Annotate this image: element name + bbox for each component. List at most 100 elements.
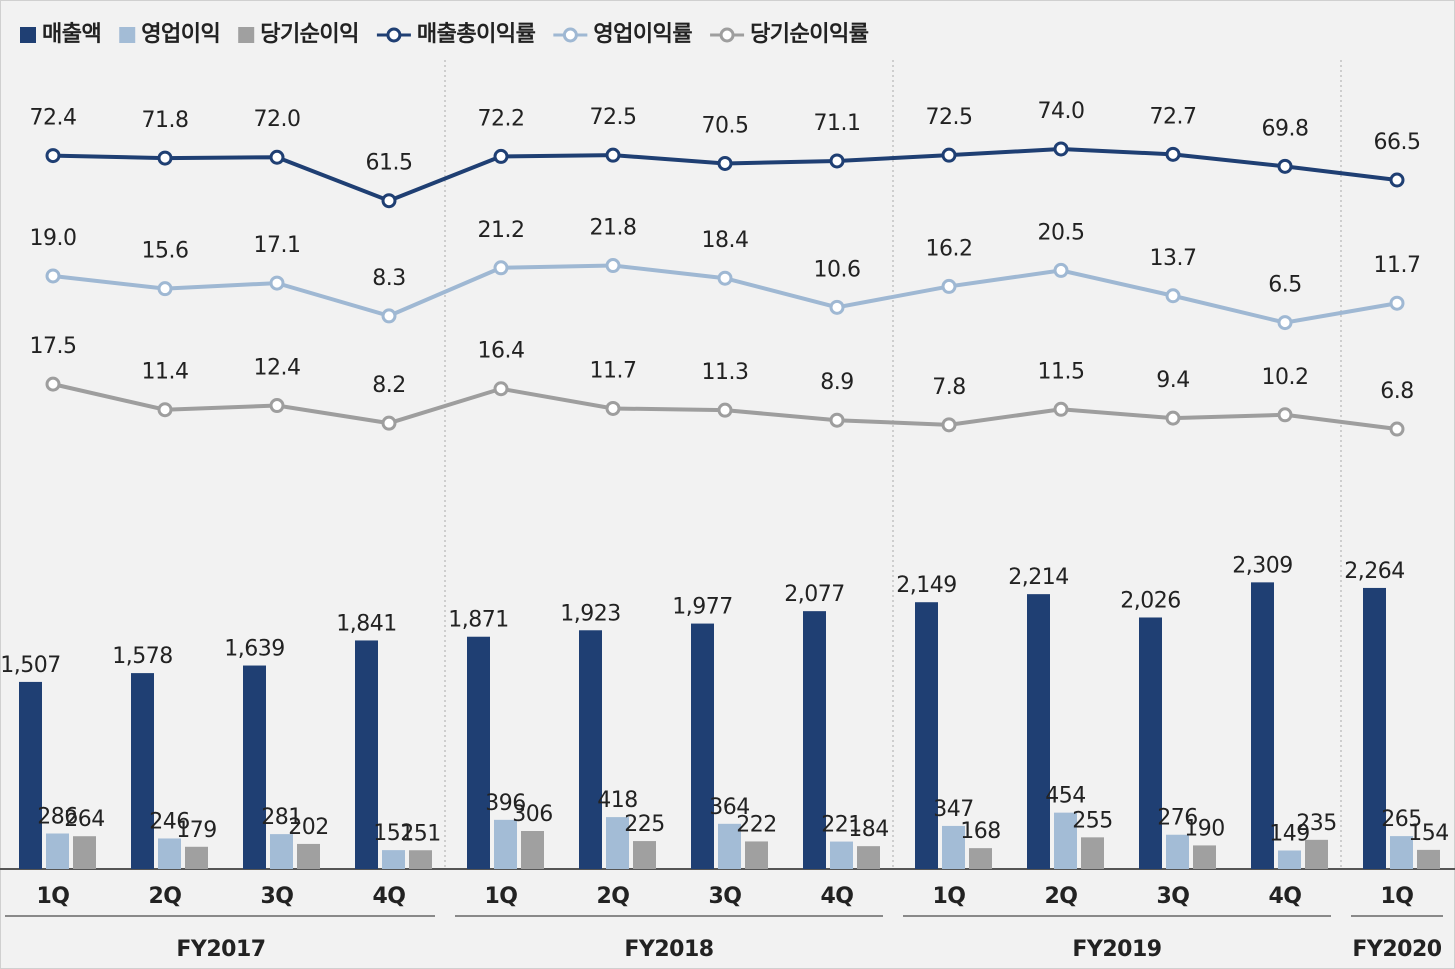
legend-label: 매출액 xyxy=(42,22,101,47)
bar xyxy=(46,833,69,869)
bar xyxy=(185,846,208,869)
data-label: 2,149 xyxy=(896,573,956,598)
x-tick-label: 1Q xyxy=(36,884,69,909)
line-point xyxy=(941,147,957,163)
bar xyxy=(1278,850,1301,869)
data-label: 1,578 xyxy=(112,644,172,669)
data-label: 2,214 xyxy=(1008,565,1068,590)
bar xyxy=(969,848,992,869)
line-point xyxy=(829,412,845,428)
line-point xyxy=(829,153,845,169)
line-point xyxy=(605,147,621,163)
line-point xyxy=(381,415,397,431)
data-label: 21.8 xyxy=(590,216,637,241)
line-point xyxy=(717,402,733,418)
data-label: 72.4 xyxy=(30,106,77,131)
data-label: 154 xyxy=(1408,821,1449,846)
line-point xyxy=(381,308,397,324)
group-label: FY2018 xyxy=(624,937,713,962)
line-point xyxy=(1389,421,1405,437)
data-label: 179 xyxy=(176,818,217,843)
bar xyxy=(1054,812,1077,869)
data-label: 66.5 xyxy=(1374,130,1421,155)
bar xyxy=(1081,837,1104,869)
data-label: 61.5 xyxy=(366,151,413,176)
bar xyxy=(467,636,490,869)
data-label: 16.4 xyxy=(478,339,525,364)
data-label: 347 xyxy=(933,797,974,822)
data-label: 2,264 xyxy=(1344,559,1404,584)
line-point xyxy=(1053,401,1069,417)
x-tick-label: 2Q xyxy=(148,884,181,909)
data-label: 8.2 xyxy=(372,373,406,398)
data-label: 74.0 xyxy=(1038,99,1085,124)
data-label: 149 xyxy=(1269,822,1310,847)
line-point xyxy=(45,268,61,284)
line-point xyxy=(493,260,509,276)
legend-swatch xyxy=(20,27,36,43)
data-label: 1,507 xyxy=(0,653,60,678)
bar xyxy=(1251,582,1274,869)
data-label: 396 xyxy=(485,791,526,816)
bar xyxy=(1193,845,1216,869)
bar xyxy=(521,831,544,869)
bar xyxy=(830,841,853,869)
x-tick-label: 2Q xyxy=(1044,884,1077,909)
line-point xyxy=(157,150,173,166)
data-label: 1,841 xyxy=(336,611,396,636)
line-point xyxy=(941,417,957,433)
data-label: 222 xyxy=(736,812,777,837)
data-label: 418 xyxy=(597,788,638,813)
data-label: 11.3 xyxy=(702,360,749,385)
x-tick-label: 3Q xyxy=(260,884,293,909)
data-label: 221 xyxy=(821,813,862,838)
bar xyxy=(1166,834,1189,869)
legend-label: 매출총이익률 xyxy=(417,22,536,47)
line-point xyxy=(493,148,509,164)
legend-label: 당기순이익 xyxy=(260,22,359,47)
legend-swatch xyxy=(119,27,136,43)
data-label: 235 xyxy=(1296,811,1337,836)
data-label: 364 xyxy=(709,795,750,820)
data-label: 225 xyxy=(624,812,665,837)
bar xyxy=(718,823,741,869)
bar xyxy=(1027,594,1050,869)
data-label: 1,977 xyxy=(672,595,732,620)
legend-swatch xyxy=(719,27,735,43)
bar xyxy=(745,841,768,869)
line-point xyxy=(269,149,285,165)
line-point xyxy=(45,376,61,392)
data-label: 152 xyxy=(373,821,414,846)
group-label: FY2017 xyxy=(176,937,265,962)
data-label: 246 xyxy=(149,809,190,834)
data-label: 17.5 xyxy=(30,334,77,359)
line-point xyxy=(1165,146,1181,162)
bar xyxy=(409,850,432,869)
data-label: 15.6 xyxy=(142,239,189,264)
data-label: 10.2 xyxy=(1262,365,1309,390)
bar xyxy=(1139,617,1162,869)
data-label: 1,639 xyxy=(224,637,284,662)
data-label: 2,077 xyxy=(784,582,844,607)
bar xyxy=(579,630,602,869)
data-label: 69.8 xyxy=(1262,116,1309,141)
bar xyxy=(131,673,154,869)
data-label: 72.5 xyxy=(590,105,637,130)
data-label: 72.5 xyxy=(926,105,973,130)
line-point xyxy=(1277,158,1293,174)
data-label: 281 xyxy=(261,805,302,830)
data-label: 72.0 xyxy=(254,107,301,132)
data-label: 11.4 xyxy=(142,360,189,385)
bar xyxy=(1363,587,1386,869)
x-tick-label: 4Q xyxy=(372,884,405,909)
data-label: 11.5 xyxy=(1038,359,1085,384)
data-label: 202 xyxy=(288,815,329,840)
line-point xyxy=(157,281,173,297)
line-point xyxy=(829,299,845,315)
line-point xyxy=(1165,410,1181,426)
data-label: 6.8 xyxy=(1380,379,1414,404)
line-point xyxy=(381,193,397,209)
line-point xyxy=(717,155,733,171)
group-label: FY2019 xyxy=(1072,937,1161,962)
line-point xyxy=(605,258,621,274)
